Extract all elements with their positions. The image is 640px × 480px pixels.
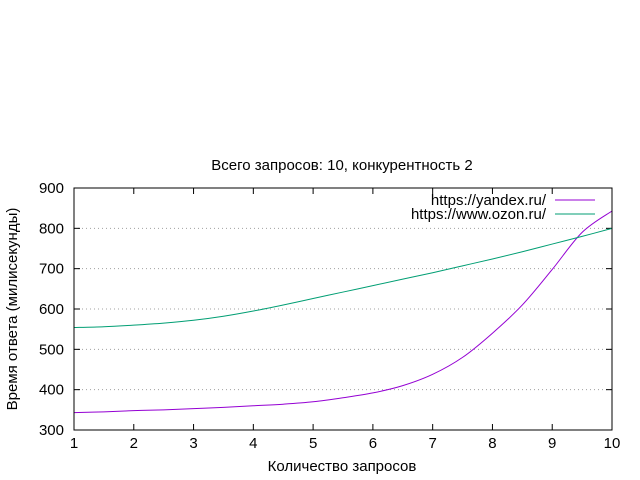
x-axis-label: Количество запросов bbox=[268, 458, 417, 475]
x-tick-label: 1 bbox=[70, 435, 78, 452]
x-tick-label: 7 bbox=[428, 435, 436, 452]
x-tick-label: 3 bbox=[189, 435, 197, 452]
y-tick-label: 400 bbox=[39, 382, 64, 399]
y-tick-label: 900 bbox=[39, 180, 64, 197]
series-line-2 bbox=[73, 227, 613, 329]
y-tick-label: 500 bbox=[39, 341, 64, 358]
axis-ticks: 300 400 500 600 700 800 900 1 2 3 4 5 6 7 8 9 10 bbox=[39, 180, 620, 452]
x-tick-label: 4 bbox=[249, 435, 257, 452]
x-tick-label: 6 bbox=[369, 435, 377, 452]
y-tick-label: 600 bbox=[39, 301, 64, 318]
x-tick-label: 2 bbox=[130, 435, 138, 452]
x-tick-label: 8 bbox=[488, 435, 496, 452]
legend-label: https://www.ozon.ru/ bbox=[411, 206, 547, 223]
x-tick-label: 10 bbox=[604, 435, 621, 452]
legend-label: https://yandex.ru/ bbox=[431, 192, 547, 209]
y-axis-label: Время ответа (милисекунды) bbox=[4, 208, 21, 411]
legend: https://yandex.ru/https://www.ozon.ru/ bbox=[411, 192, 595, 223]
series-line-1 bbox=[73, 210, 613, 414]
chart-title: Всего запросов: 10, конкурентность 2 bbox=[211, 157, 472, 174]
series-lines bbox=[73, 210, 613, 414]
grid bbox=[74, 227, 612, 391]
y-tick-label: 800 bbox=[39, 220, 64, 237]
x-tick-label: 5 bbox=[309, 435, 317, 452]
y-tick-label: 300 bbox=[39, 422, 64, 439]
plot-frame bbox=[73, 187, 613, 431]
x-tick-label: 9 bbox=[548, 435, 556, 452]
y-tick-label: 700 bbox=[39, 261, 64, 278]
